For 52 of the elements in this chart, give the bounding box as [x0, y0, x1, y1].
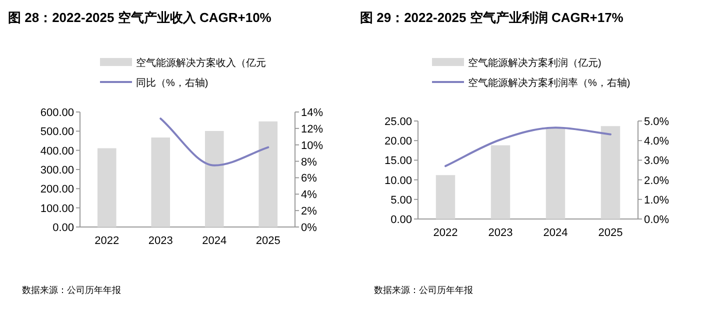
source-note: 数据来源：公司历年年报 — [22, 285, 121, 295]
chart-title: 图 29：2022-2025 空气产业利润 CAGR+17% — [360, 10, 624, 25]
y2-tick-label: 4% — [301, 189, 318, 202]
y-tick-label: 500.00 — [40, 126, 74, 138]
y2-tick-label: 3.0% — [644, 155, 670, 168]
y2-tick-label: 1.0% — [644, 194, 670, 206]
y2-tick-label: 0.0% — [644, 214, 670, 226]
x-tick-label: 2022 — [433, 227, 458, 239]
y-tick-label: 100.00 — [40, 202, 74, 215]
bar — [204, 130, 224, 227]
line-series — [444, 126, 612, 168]
x-tick-label: 2025 — [598, 227, 623, 239]
x-tick-label: 2025 — [256, 235, 280, 247]
y2-tick-label: 10% — [301, 140, 324, 152]
y-tick-label: 20.00 — [384, 136, 412, 148]
bar — [151, 137, 170, 227]
y-tick-label: 10.00 — [384, 174, 412, 187]
y-tick-label: 600.00 — [40, 107, 74, 119]
y-tick-label: 0.00 — [390, 214, 412, 226]
y2-tick-label: 12% — [301, 123, 324, 136]
y2-tick-label: 2.0% — [644, 174, 670, 187]
y-tick-label: 300.00 — [40, 164, 74, 176]
x-tick-label: 2023 — [148, 235, 173, 247]
y-tick-label: 5.00 — [390, 194, 412, 206]
bar — [600, 126, 620, 219]
bar — [436, 175, 456, 219]
bar — [258, 121, 278, 227]
y-tick-label: 25.00 — [384, 116, 412, 128]
legend-label: 空气能源解决方案利润率（%，右轴) — [468, 77, 630, 89]
y2-tick-label: 6% — [301, 172, 318, 185]
chart-title: 图 28：2022-2025 空气产业收入 CAGR+10% — [8, 10, 272, 25]
y-tick-label: 0.00 — [52, 222, 74, 234]
y2-tick-label: 0% — [301, 222, 318, 234]
y2-tick-label: 14% — [301, 107, 324, 119]
legend-label: 空气能源解决方案收入（亿元 — [136, 57, 266, 69]
bar — [546, 128, 566, 219]
y2-tick-label: 2% — [301, 206, 318, 218]
y2-tick-label: 4.0% — [644, 136, 670, 148]
x-tick-label: 2023 — [488, 227, 513, 239]
bar — [97, 148, 116, 227]
y-tick-label: 15.00 — [384, 155, 412, 168]
legend-label: 空气能源解决方案利润（亿元) — [468, 57, 602, 69]
y-tick-label: 400.00 — [40, 145, 74, 158]
bar — [490, 145, 510, 219]
x-tick-label: 2024 — [543, 227, 568, 239]
y2-tick-label: 5.0% — [644, 116, 670, 128]
source-note: 数据来源：公司历年年报 — [374, 285, 473, 295]
y2-tick-label: 8% — [301, 156, 318, 168]
legend-label: 同比（%，右轴) — [136, 77, 208, 89]
y-tick-label: 200.00 — [40, 184, 74, 196]
x-tick-label: 2024 — [202, 235, 227, 247]
x-tick-label: 2022 — [94, 235, 120, 247]
